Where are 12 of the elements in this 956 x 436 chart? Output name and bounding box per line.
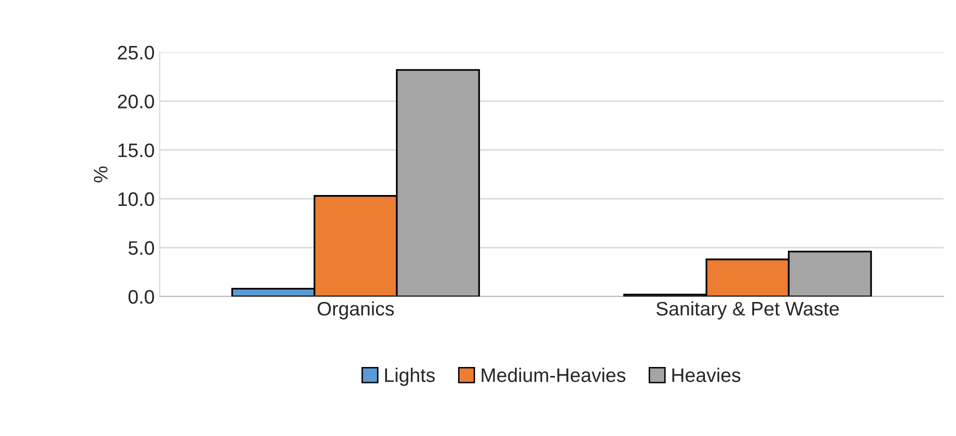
legend-label: Medium-Heavies: [482, 368, 626, 382]
x-tick-label: Sanitary & Pet Waste: [656, 301, 839, 320]
y-tick-label: 0.0: [128, 290, 154, 304]
y-tick-label: 15.0: [118, 143, 154, 158]
y-tick-label: 25.0: [118, 46, 154, 60]
y-axis-title: %: [94, 166, 108, 182]
legend-label: Lights: [385, 368, 435, 386]
legend-label: Heavies: [672, 368, 740, 382]
y-tick-label: 20.0: [118, 94, 154, 108]
y-tick-label: 10.0: [118, 192, 154, 206]
x-tick-label: Organics: [318, 301, 394, 320]
y-tick-label: 5.0: [128, 241, 154, 255]
